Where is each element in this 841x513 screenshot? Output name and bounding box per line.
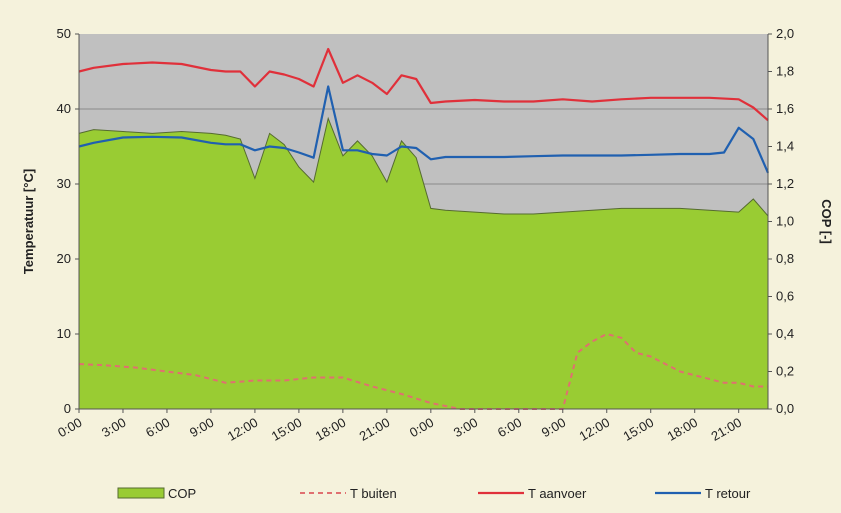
y-right-tick-label: 1,0 [776,214,794,229]
y-left-tick-label: 30 [57,176,71,191]
series-line-t-retour [78,85,770,174]
x-tick-label: 15:00 [269,415,305,444]
legend-swatch-cop [117,487,165,499]
y-right-tick-label: 0,4 [776,326,794,341]
y-left-tick-label: 0 [64,401,71,416]
x-tick-label: 12:00 [225,415,261,444]
y-right-tick-label: 0,2 [776,364,794,379]
x-tick-label: 9:00 [187,415,216,441]
x-tick-label: 21:00 [357,415,393,444]
x-tick-label: 3:00 [99,415,128,441]
x-tick-label: 6:00 [495,415,524,441]
y-right-tick-label: 0,0 [776,401,794,416]
y-right-tick-label: 2,0 [776,26,794,41]
x-tick-label: 0:00 [55,415,84,441]
legend-label-t-retour: T retour [705,486,751,501]
y-right-tick-label: 1,2 [776,176,794,191]
legend-label-t-buiten: T buiten [350,486,397,501]
y-axis-right-title: COP [-] [819,199,834,244]
y-right-tick-label: 1,6 [776,101,794,116]
x-tick-label: 6:00 [143,415,172,441]
legend-label-t-aanvoer: T aanvoer [528,486,587,501]
x-tick-label: 0:00 [407,415,436,441]
x-tick-label: 18:00 [313,415,349,444]
x-tick-label: 15:00 [621,415,657,444]
legend-label-cop: COP [168,486,196,501]
x-tick-label: 3:00 [451,415,480,441]
legend: COP T buiten T aanvoer T retour [117,486,751,501]
x-tick-label: 18:00 [665,415,701,444]
y-left-tick-label: 20 [57,251,71,266]
y-right-tick-label: 0,6 [776,289,794,304]
series-area-cop [78,116,769,410]
y-right-tick-label: 1,4 [776,139,794,154]
series-line-t-aanvoer [78,47,769,122]
y-right-tick-label: 1,8 [776,64,794,79]
x-tick-label: 12:00 [577,415,613,444]
series-layer [78,47,770,410]
y-left-tick-label: 50 [57,26,71,41]
y-left-tick-label: 40 [57,101,71,116]
y-axis-left-title: Temperatuur [°C] [21,169,36,274]
y-right-tick-label: 0,8 [776,251,794,266]
x-tick-label: 9:00 [539,415,568,441]
y-left-tick-label: 10 [57,326,71,341]
x-tick-label: 21:00 [708,415,744,444]
